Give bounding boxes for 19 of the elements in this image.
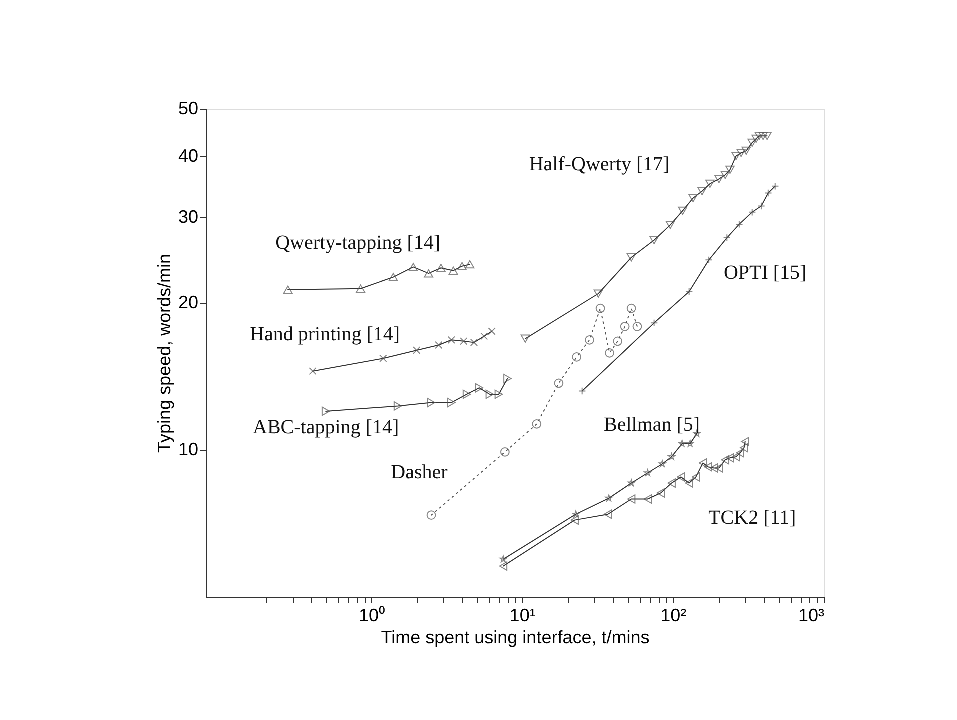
y-tick-label: 20 — [178, 292, 198, 313]
x-tick-label: 10³ — [798, 606, 825, 626]
x-tick-label: 10² — [660, 606, 687, 626]
series-label: Qwerty-tapping [14] — [276, 232, 441, 254]
y-tick-label: 40 — [178, 146, 198, 166]
series-label: Half-Qwerty [17] — [529, 154, 670, 176]
x-tick-label: 10⁰ — [358, 606, 385, 626]
series-label: Dasher — [391, 461, 448, 484]
y-tick-label: 30 — [178, 206, 198, 227]
y-tick-label: 50 — [178, 98, 198, 118]
series-label: ABC-tapping [14] — [253, 416, 400, 438]
x-tick-label: 10¹ — [510, 606, 536, 626]
series-label: OPTI [15] — [724, 262, 807, 284]
series-label: Hand printing [14] — [250, 323, 400, 346]
x-axis-title: Time spent using interface, t/mins — [381, 628, 650, 648]
series-label: TCK2 [11] — [708, 506, 796, 529]
y-axis-title: Typing speed, words/min — [154, 254, 174, 454]
series-label: Bellman [5] — [604, 414, 700, 436]
y-tick-label: 10 — [178, 440, 198, 460]
